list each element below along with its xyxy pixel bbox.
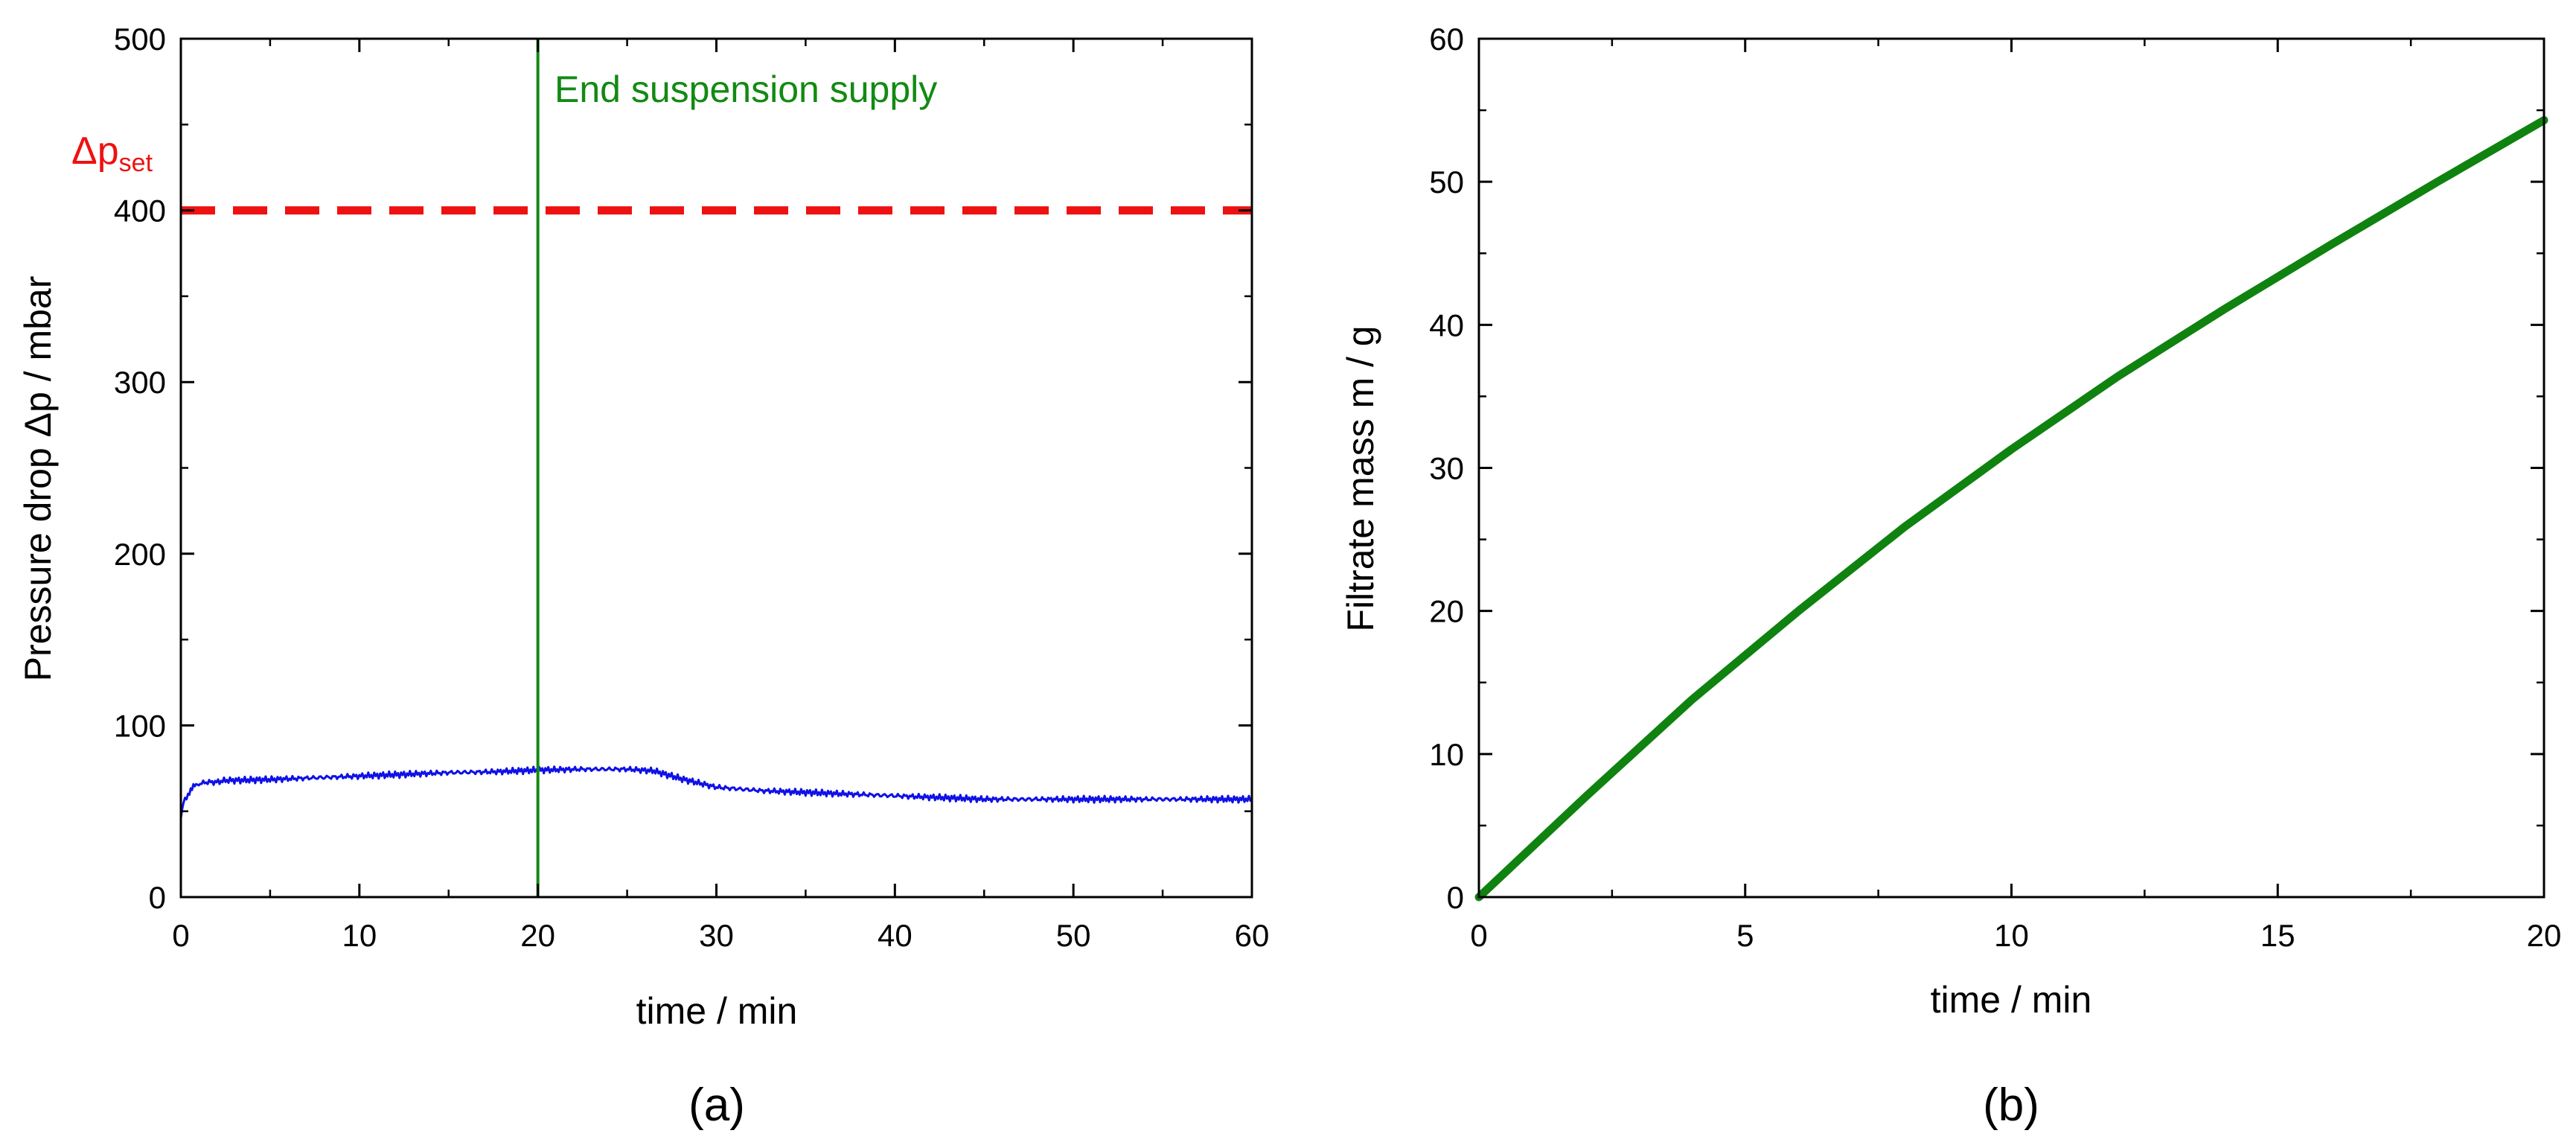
x-tick-label: 20: [2527, 918, 2562, 953]
chart-b-y-axis-label: Filtrate mass m / g: [1340, 325, 1381, 631]
x-tick-label: 0: [172, 918, 189, 953]
chart-a-x-axis-label: time / min: [636, 990, 798, 1032]
chart-b: 0 5 10 15 20 0 10 20 30 40 50 60 time / min Filtra…: [1340, 22, 2561, 1131]
y-tick-label: 300: [114, 365, 166, 400]
chart-b-x-axis-label: time / min: [1931, 979, 2092, 1021]
chart-a-x-ticks: 0 10 20 30 40 50 60: [172, 39, 1269, 953]
x-tick-label: 30: [699, 918, 734, 953]
chart-a-reference-lines: [181, 39, 1252, 897]
x-tick-label: 15: [2260, 918, 2295, 953]
end-supply-label: End suspension supply: [554, 68, 937, 110]
y-tick-label: 100: [114, 708, 166, 743]
x-tick-label: 20: [520, 918, 555, 953]
y-tick-label: 400: [114, 194, 166, 229]
chart-b-y-ticks: 0 10 20 30 40 50 60: [1429, 22, 2544, 915]
x-tick-label: 60: [1235, 918, 1270, 953]
chart-b-plot-frame: [1477, 37, 2545, 899]
chart-a: 0 10 20 30 40 50 60 0 100 200 300 400 500 End suspe…: [17, 22, 1269, 1131]
x-tick-label: 5: [1736, 918, 1754, 953]
chart-a-panel-label: (a): [688, 1079, 745, 1131]
x-tick-label: 50: [1056, 918, 1091, 953]
y-tick-label: 50: [1429, 165, 1464, 200]
dp-set-label: Δpset: [71, 130, 153, 177]
chart-a-plot-frame: [179, 37, 1253, 899]
y-tick-label: 0: [1447, 880, 1464, 915]
y-tick-label: 30: [1429, 451, 1464, 486]
y-tick-label: 10: [1429, 737, 1464, 772]
y-tick-label: 60: [1429, 22, 1464, 57]
y-tick-label: 500: [114, 22, 166, 57]
chart-b-series: [1474, 116, 2548, 902]
chart-b-panel-label: (b): [1983, 1079, 2039, 1131]
y-tick-label: 20: [1429, 594, 1464, 629]
y-tick-label: 200: [114, 537, 166, 572]
y-tick-label: 0: [149, 880, 166, 915]
chart-b-x-ticks: 0 5 10 15 20: [1470, 39, 2561, 953]
x-tick-label: 10: [1994, 918, 2029, 953]
chart-a-y-axis-label: Pressure drop Δp / mbar: [17, 276, 59, 682]
pressure-series-line: [179, 765, 1253, 819]
filtrate-series-line: [1474, 116, 2548, 902]
chart-a-y-ticks: 0 100 200 300 400 500: [114, 22, 1252, 915]
x-tick-label: 10: [342, 918, 377, 953]
x-tick-label: 0: [1470, 918, 1487, 953]
y-tick-label: 40: [1429, 307, 1464, 342]
x-tick-label: 40: [878, 918, 913, 953]
chart-a-series: [179, 765, 1253, 819]
